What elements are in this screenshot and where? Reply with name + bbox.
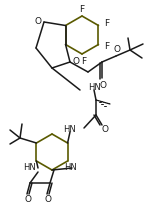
Text: HN: HN [24,164,36,173]
Text: HN: HN [64,164,77,173]
Text: O: O [24,196,32,204]
Text: F: F [104,19,109,28]
Text: O: O [34,17,42,26]
Text: F: F [82,56,87,66]
Text: O: O [72,58,80,66]
Text: HN: HN [88,83,101,92]
Text: HN: HN [63,125,76,134]
Text: O: O [101,125,109,134]
Text: F: F [79,4,84,13]
Text: O: O [45,196,51,204]
Text: F: F [104,42,109,51]
Text: O: O [114,46,120,55]
Text: O: O [99,81,106,89]
